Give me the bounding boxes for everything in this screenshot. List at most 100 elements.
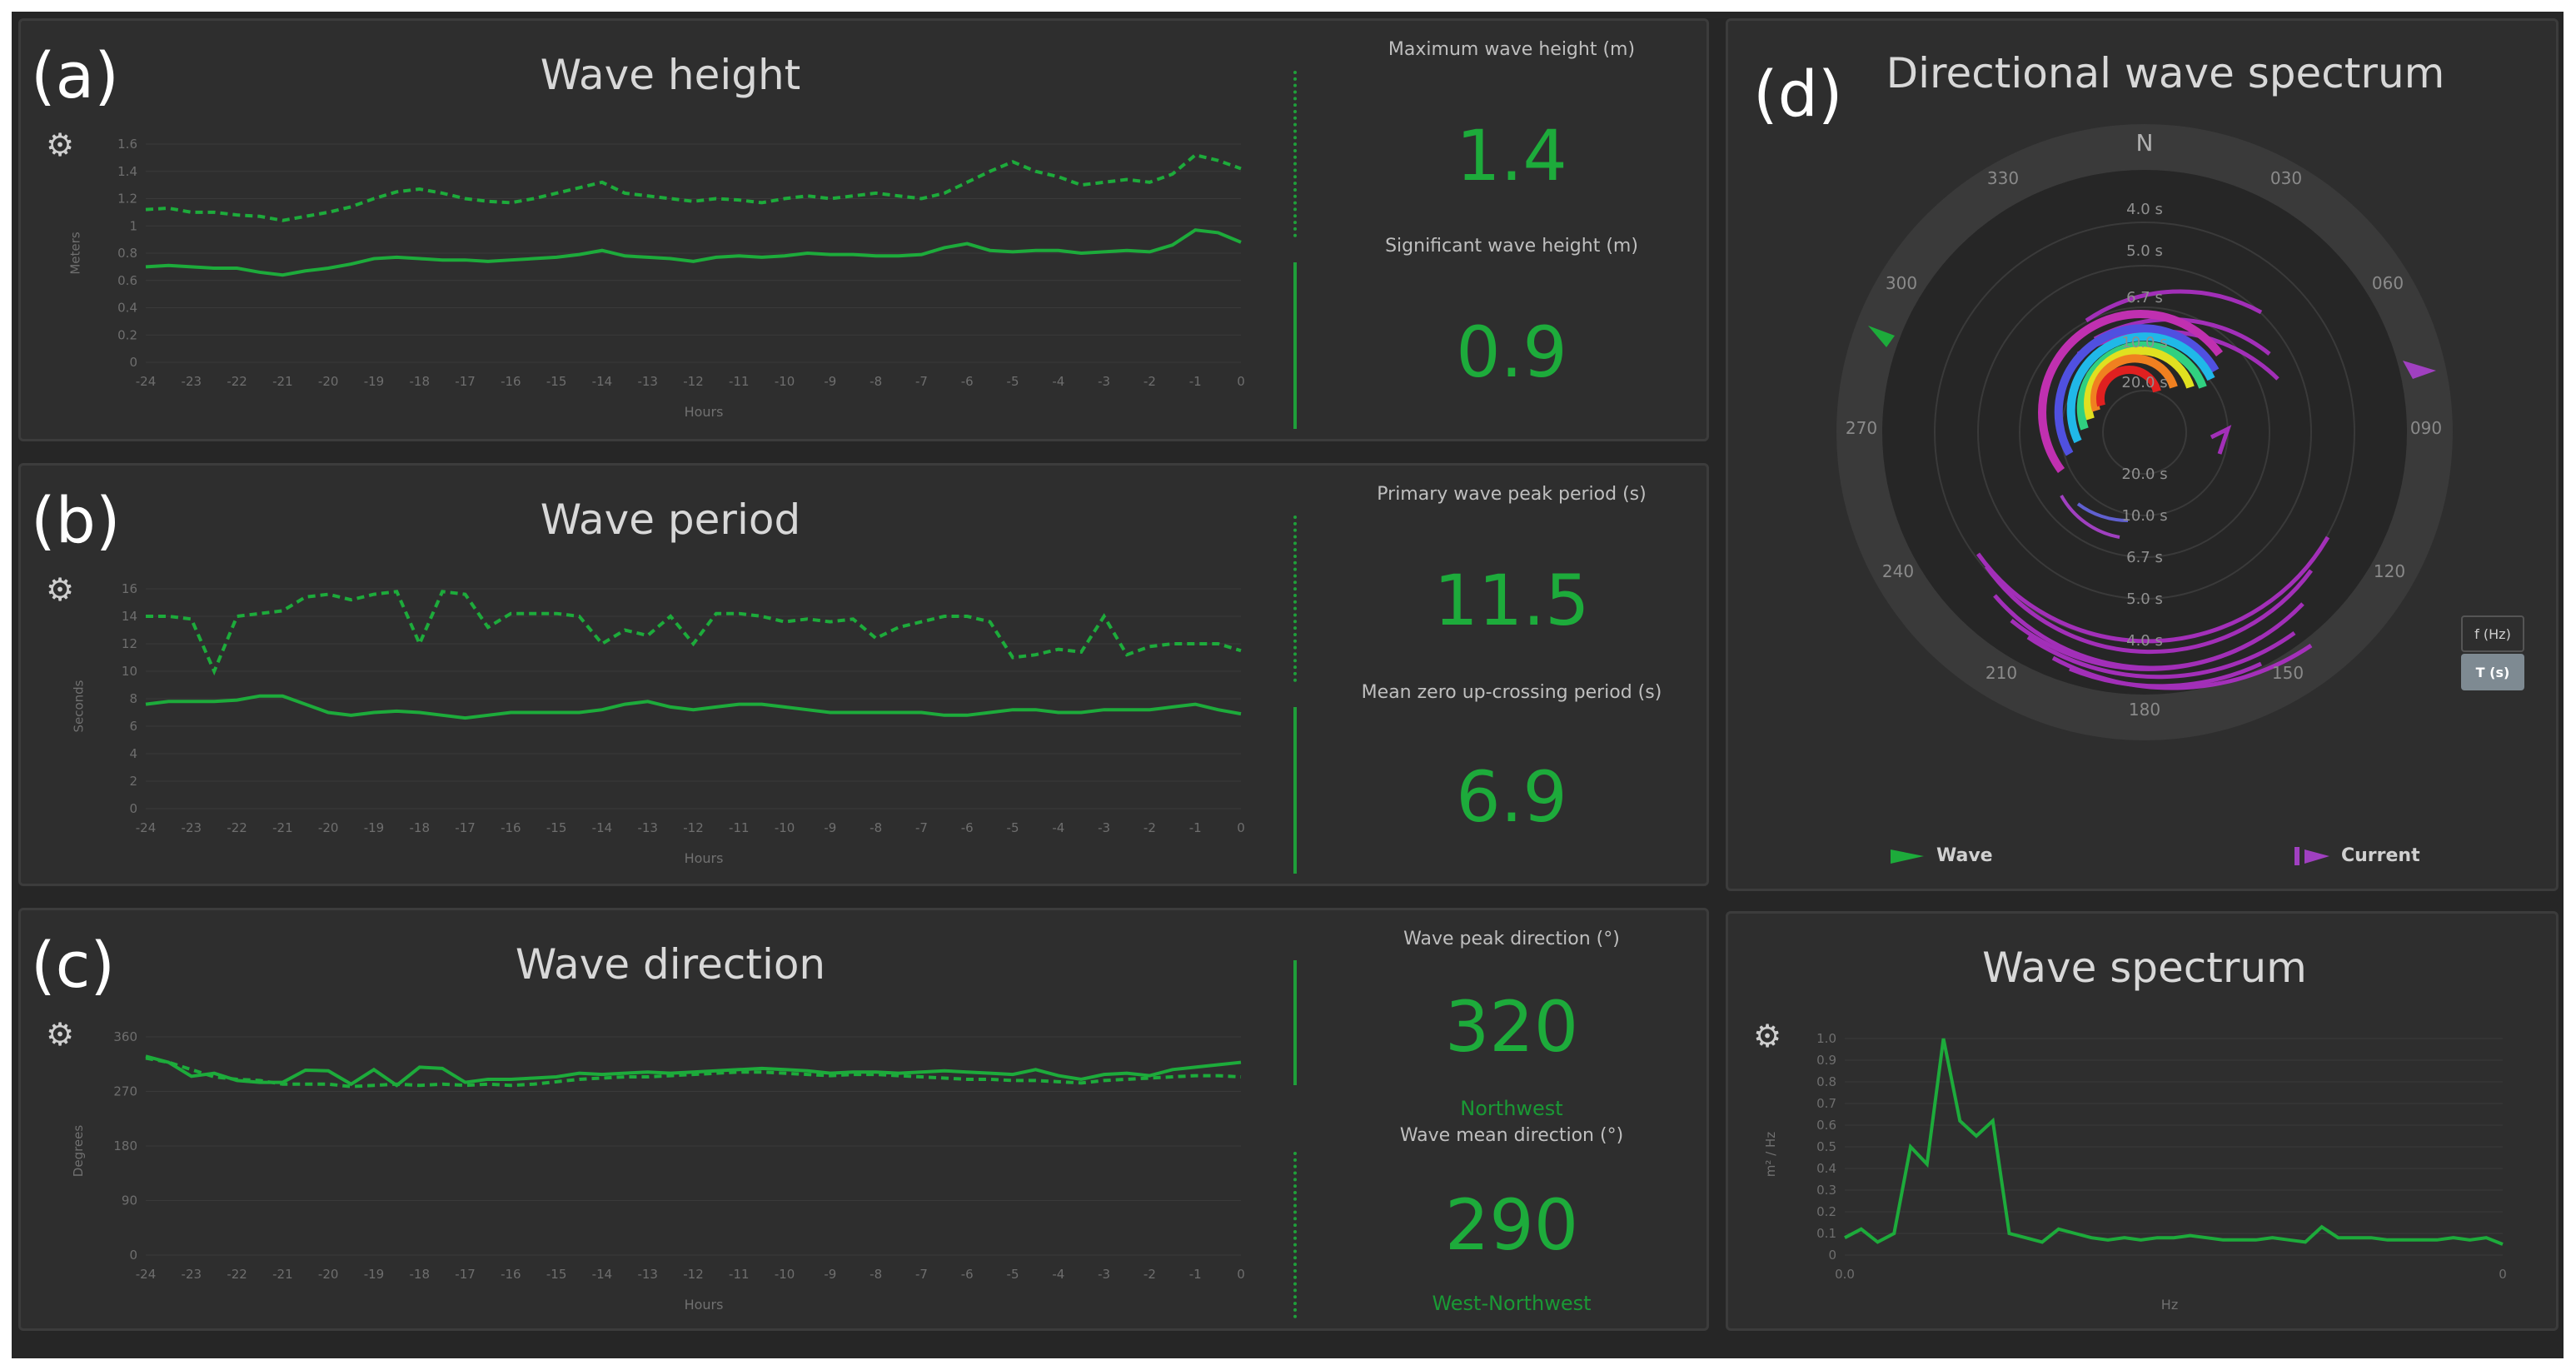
mean-direction-label: Wave mean direction (°) [1399,1125,1624,1146]
x-tick-label: -7 [915,374,928,389]
bearing-label: 120 [2374,561,2405,581]
x-tick-label: -11 [729,1267,750,1282]
x-tick-label: -10 [775,374,795,389]
sig-wave-height-value: 0.9 [1456,311,1567,393]
y-tick-label: 4 [129,746,137,761]
x-tick-label: -23 [182,1267,202,1282]
ring-label: 5.0 s [2126,242,2163,260]
ring-label: 5.0 s [2126,590,2163,608]
x-tick-label: -17 [455,374,476,389]
wave-spectrum-contour [2090,354,2178,412]
y-tick-label: 12 [122,636,137,651]
mean-zero-crossing-value: 6.9 [1456,756,1567,838]
x-tick-label: -24 [136,820,157,835]
x-tick-label: 0 [2499,1267,2507,1282]
stat-divider [1293,262,1297,429]
wave-spectrum-contour [2060,495,2120,539]
wave-spectrum-contour [2084,346,2195,421]
mean-zero-crossing-label: Mean zero up-crossing period (s) [1361,682,1662,703]
y-tick-label: 0.4 [1816,1161,1836,1176]
wave-spectrum-panel: Wave spectrum ⚙ m² / Hz 0 0.1 0.2 0.3 0.4 0.5… [1726,911,2559,1331]
wave-spectrum-title: Wave spectrum [1982,944,2307,992]
ring-label: 20.0 s [2121,374,2167,391]
series-line-dashed [146,590,1242,676]
y-tick-label: 0.5 [1816,1139,1836,1154]
gear-icon[interactable]: ⚙ [1753,1018,1782,1054]
wave-height-title: Wave height [540,51,801,99]
panel-label-b: (b) [31,483,121,557]
current-direction-marker [2403,361,2436,379]
ring-label: 6.7 s [2126,289,2163,306]
primary-peak-period-label: Primary wave peak period (s) [1377,484,1647,505]
stat-divider [1293,1152,1297,1318]
x-tick-label: -3 [1098,1267,1110,1282]
x-tick-label: -12 [683,1267,704,1282]
peak-direction-label: Wave peak direction (°) [1403,929,1620,949]
bearing-label: 330 [1987,168,2019,188]
x-tick-label: -14 [592,1267,613,1282]
gear-icon[interactable]: ⚙ [46,127,75,163]
y-tick-label: 1.6 [117,137,137,152]
x-tick-label: -7 [915,1267,928,1282]
x-tick-label: -12 [683,820,704,835]
y-tick-label: 0 [1828,1248,1836,1263]
x-tick-label: 0 [1237,820,1245,835]
wave-period-xlabel: Hours [684,850,724,866]
x-tick-label: -21 [272,1267,293,1282]
polar-background [1882,170,2407,695]
y-tick-label: 0.6 [1816,1118,1836,1133]
x-tick-label: -5 [1007,374,1019,389]
primary-peak-period-value: 11.5 [1433,560,1590,641]
ring-label: 6.7 s [2126,549,2163,566]
gear-icon[interactable]: ⚙ [46,571,75,608]
x-tick-label: -1 [1189,374,1202,389]
x-tick-label: -18 [410,1267,431,1282]
x-tick-label: -10 [775,820,795,835]
mean-direction-value: 290 [1444,1184,1579,1266]
x-tick-label: -23 [182,374,202,389]
bearing-label: 300 [1886,273,1917,293]
x-tick-label: -20 [318,1267,339,1282]
wave-period-title: Wave period [540,496,801,544]
bearing-label: 270 [1846,418,1877,438]
period-toggle[interactable]: T (s) [2461,654,2524,690]
wave-direction-xlabel: Hours [684,1297,724,1313]
x-tick-label: -14 [592,820,613,835]
x-tick-label: -9 [824,820,836,835]
ring-label: 20.0 s [2121,466,2167,483]
x-tick-label: -10 [775,1267,795,1282]
x-tick-label: -16 [501,820,521,835]
y-tick-label: 0.6 [117,273,137,288]
y-tick-label: 0.7 [1816,1096,1836,1111]
y-tick-label: 0.9 [1816,1053,1836,1068]
frequency-toggle[interactable]: f (Hz) [2461,615,2524,652]
x-tick-label: -22 [227,820,247,835]
x-tick-label: -4 [1052,1267,1064,1282]
y-tick-label: 360 [113,1029,137,1044]
polar-ring [2102,390,2187,475]
panel-label-d: (d) [1753,57,1843,131]
x-tick-label: 0 [1237,1267,1245,1282]
x-tick-label: -4 [1052,374,1064,389]
y-tick-label: 1.4 [117,164,137,179]
x-tick-label: -14 [592,374,613,389]
x-tick-label: -19 [364,820,385,835]
ring-label: 4.0 s [2126,201,2163,218]
y-tick-label: 8 [129,691,137,706]
wave-legend-label: Wave [1936,845,1993,866]
x-tick-label: -13 [637,1267,658,1282]
wave-direction-panel: (c) Wave direction ⚙ Degrees 0 90 180 270 36… [18,908,1709,1331]
x-tick-label: -20 [318,374,339,389]
x-tick-label: 0 [1237,374,1245,389]
y-tick-label: 0.8 [1816,1074,1836,1089]
x-tick-label: -9 [824,1267,836,1282]
bearing-label: 240 [1882,561,1914,581]
gear-icon[interactable]: ⚙ [46,1016,75,1053]
bearing-label: 090 [2410,418,2442,438]
x-tick-label: -24 [136,1267,157,1282]
y-tick-label: 0.1 [1816,1226,1836,1241]
series-line [1844,1038,2504,1246]
y-tick-label: 0.4 [117,301,137,316]
current-spectrum-arc [2085,289,2263,323]
y-tick-label: 1 [129,218,137,233]
